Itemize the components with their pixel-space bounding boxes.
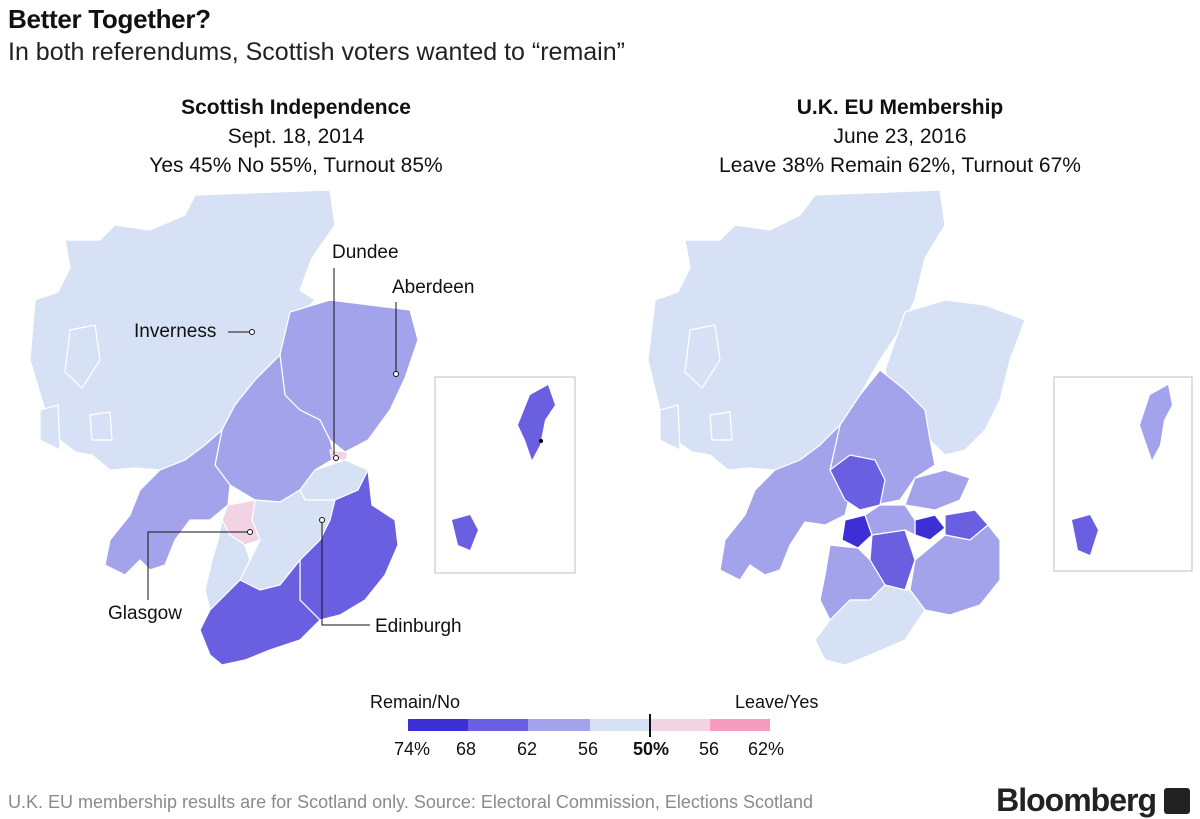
legend-tick-2: 62 [517,739,538,759]
legend-swatch-4 [590,719,650,731]
region-argyll-left [104,428,231,576]
right-shetland [1140,385,1172,460]
region-dundee-left [329,449,349,461]
legend-tick-4: 50% [633,739,670,759]
region-islands-left [39,324,113,451]
left-shetland [518,385,555,460]
left-map-date: Sept. 18, 2014 [227,125,365,148]
region-highlands-left [29,189,336,471]
region-dumfries-right [814,584,926,666]
region-stirling-right [829,454,886,511]
city-label-aberdeen: Aberdeen [392,277,475,298]
region-islands-right [659,324,733,451]
right-map-date: June 23, 2016 [833,125,967,148]
region-ayrshire-left [204,518,251,612]
region-glasgow-right [841,514,873,549]
left-map-title: Scottish Independence [181,96,411,119]
right-orkney [1072,515,1098,555]
legend-swatch-2 [468,719,528,731]
city-label-dundee: Dundee [332,242,399,263]
legend-tick-6: 62% [748,739,785,759]
legend-bar [408,714,770,737]
region-borders-left [299,467,399,621]
legend-right-label: Leave/Yes [735,692,819,712]
right-map [647,189,1026,666]
region-edinburgh-right [914,514,946,541]
region-central-right [864,504,916,536]
city-label-glasgow: Glasgow [108,603,182,624]
bloomberg-chart-icon [1164,788,1190,814]
legend-tick-1: 68 [456,739,477,759]
city-label-edinburgh: Edinburgh [375,616,462,637]
left-orkney [452,515,478,550]
legend-left-label: Remain/No [370,692,461,712]
region-argyll-right [719,423,851,581]
legend-tick-0: 74% [394,739,431,759]
left-shetland-dot [539,439,543,443]
bloomberg-logo: Bloomberg [996,782,1157,818]
left-map-header: Scottish Independence Sept. 18, 2014 Yes… [16,93,576,180]
left-map [29,189,419,666]
region-dumfries-left [199,558,321,666]
legend-swatch-5 [650,719,710,731]
region-borders-right [909,524,1001,616]
city-label-inverness: Inverness [134,321,217,342]
legend-swatch-3 [528,719,590,731]
footer-note: U.K. EU membership results are for Scotl… [8,792,813,812]
legend-swatch-6 [710,719,770,731]
city-leaders [147,268,399,626]
chart-title: Better Together? [8,4,211,34]
chart-subtitle: In both referendums, Scottish voters wan… [8,38,625,66]
legend-tick-5: 56 [699,739,720,759]
right-map-summary: Leave 38% Remain 62%, Turnout 67% [719,154,1081,177]
legend-swatch-1 [408,719,468,731]
legend-tick-3: 56 [578,739,599,759]
left-map-summary: Yes 45% No 55%, Turnout 85% [149,154,443,177]
right-map-header: U.K. EU Membership June 23, 2016 Leave 3… [620,93,1180,180]
right-map-title: U.K. EU Membership [796,96,1004,119]
